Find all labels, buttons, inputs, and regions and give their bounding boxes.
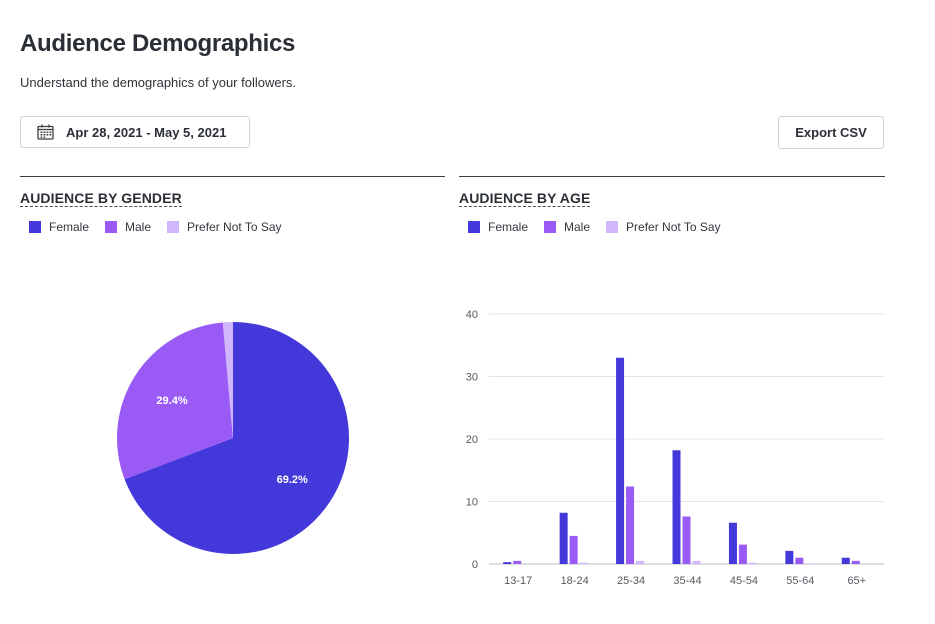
y-tick-label: 30	[466, 372, 478, 384]
page-title: Audience Demographics	[20, 30, 296, 57]
bar-male-18-24[interactable]	[569, 535, 578, 564]
calendar-icon	[37, 124, 54, 140]
pie-slice-male[interactable]	[117, 322, 233, 480]
bar-female-35-44[interactable]	[672, 450, 681, 564]
pie-slice-female[interactable]	[124, 322, 349, 554]
bar-female-18-24[interactable]	[559, 512, 568, 564]
bar-female-65+[interactable]	[841, 557, 850, 564]
legend-swatch	[606, 221, 619, 233]
legend-swatch	[29, 221, 41, 233]
legend-swatch	[167, 221, 180, 233]
age-bar-chart: 0 10 20 30 40 13-17 18-24 25-34 35-44 45-54 55-64 6…	[466, 309, 884, 587]
legend-label: Prefer Not To Say	[626, 220, 721, 234]
bar-prefer-not-to-say-35-44[interactable]	[692, 560, 701, 564]
date-range-text: Apr 28, 2021 - May 5, 2021	[66, 124, 227, 140]
bar-female-13-17[interactable]	[503, 562, 512, 564]
pie-data-label: 29.4%	[156, 395, 187, 407]
pie-data-label: 69.2%	[277, 474, 308, 486]
x-tick-label: 65+	[847, 575, 866, 587]
pie-slice-prefer-not-to-say[interactable]	[222, 322, 233, 438]
date-range-picker[interactable]: Apr 28, 2021 - May 5, 2021	[20, 116, 250, 148]
bar-female-55-64[interactable]	[785, 550, 794, 564]
page-subtitle: Understand the demographics of your foll…	[20, 75, 297, 90]
bar-female-45-54[interactable]	[728, 522, 737, 564]
bar-male-55-64[interactable]	[795, 557, 804, 564]
legend-label: Male	[564, 220, 591, 234]
y-tick-label: 0	[472, 559, 478, 571]
bar-male-65+[interactable]	[851, 560, 860, 564]
age-panel-title: AUDIENCE BY AGE	[459, 190, 591, 207]
bar-male-13-17[interactable]	[513, 560, 522, 564]
gender-legend-prefer-not[interactable]: Prefer Not To Say	[167, 220, 282, 234]
age-legend-female[interactable]: Female	[468, 220, 528, 234]
bar-female-25-34[interactable]	[616, 357, 625, 564]
x-tick-label: 45-54	[730, 575, 758, 587]
bar-male-25-34[interactable]	[626, 486, 635, 565]
legend-label: Prefer Not To Say	[187, 220, 282, 234]
age-legend-male[interactable]: Male	[544, 220, 590, 234]
y-tick-label: 20	[466, 434, 478, 446]
legend-swatch	[468, 221, 480, 233]
legend-label: Female	[49, 220, 90, 234]
legend-swatch	[105, 221, 118, 233]
legend-label: Male	[125, 220, 152, 234]
gender-pie-chart: 69.2% 29.4%	[117, 322, 349, 554]
bar-prefer-not-to-say-45-54[interactable]	[748, 562, 757, 564]
bar-male-45-54[interactable]	[738, 544, 747, 564]
age-legend: Female Male Prefer Not To Say	[468, 220, 737, 234]
age-legend-prefer-not[interactable]: Prefer Not To Say	[606, 220, 721, 234]
x-tick-label: 55-64	[786, 575, 814, 587]
bar-male-35-44[interactable]	[682, 516, 691, 565]
export-csv-button[interactable]: Export CSV	[778, 116, 884, 149]
x-tick-label: 25-34	[617, 575, 645, 587]
x-tick-label: 35-44	[673, 575, 701, 587]
y-tick-label: 10	[466, 497, 478, 509]
audience-by-gender-panel: AUDIENCE BY GENDER Female Male Prefer No…	[20, 176, 445, 617]
bar-prefer-not-to-say-18-24[interactable]	[579, 562, 588, 564]
gender-legend-female[interactable]: Female	[29, 220, 89, 234]
x-tick-label: 13-17	[504, 575, 532, 587]
bar-prefer-not-to-say-25-34[interactable]	[636, 560, 645, 564]
legend-swatch	[544, 221, 557, 233]
bar-prefer-not-to-say-55-64[interactable]	[805, 563, 814, 564]
gender-legend-male[interactable]: Male	[105, 220, 151, 234]
gender-panel-title: AUDIENCE BY GENDER	[20, 190, 182, 207]
audience-by-age-panel: AUDIENCE BY AGE Female Male Prefer Not T…	[459, 176, 885, 617]
x-tick-label: 18-24	[561, 575, 589, 587]
gender-legend: Female Male Prefer Not To Say	[29, 220, 298, 234]
y-tick-label: 40	[466, 309, 478, 321]
legend-label: Female	[488, 220, 529, 234]
